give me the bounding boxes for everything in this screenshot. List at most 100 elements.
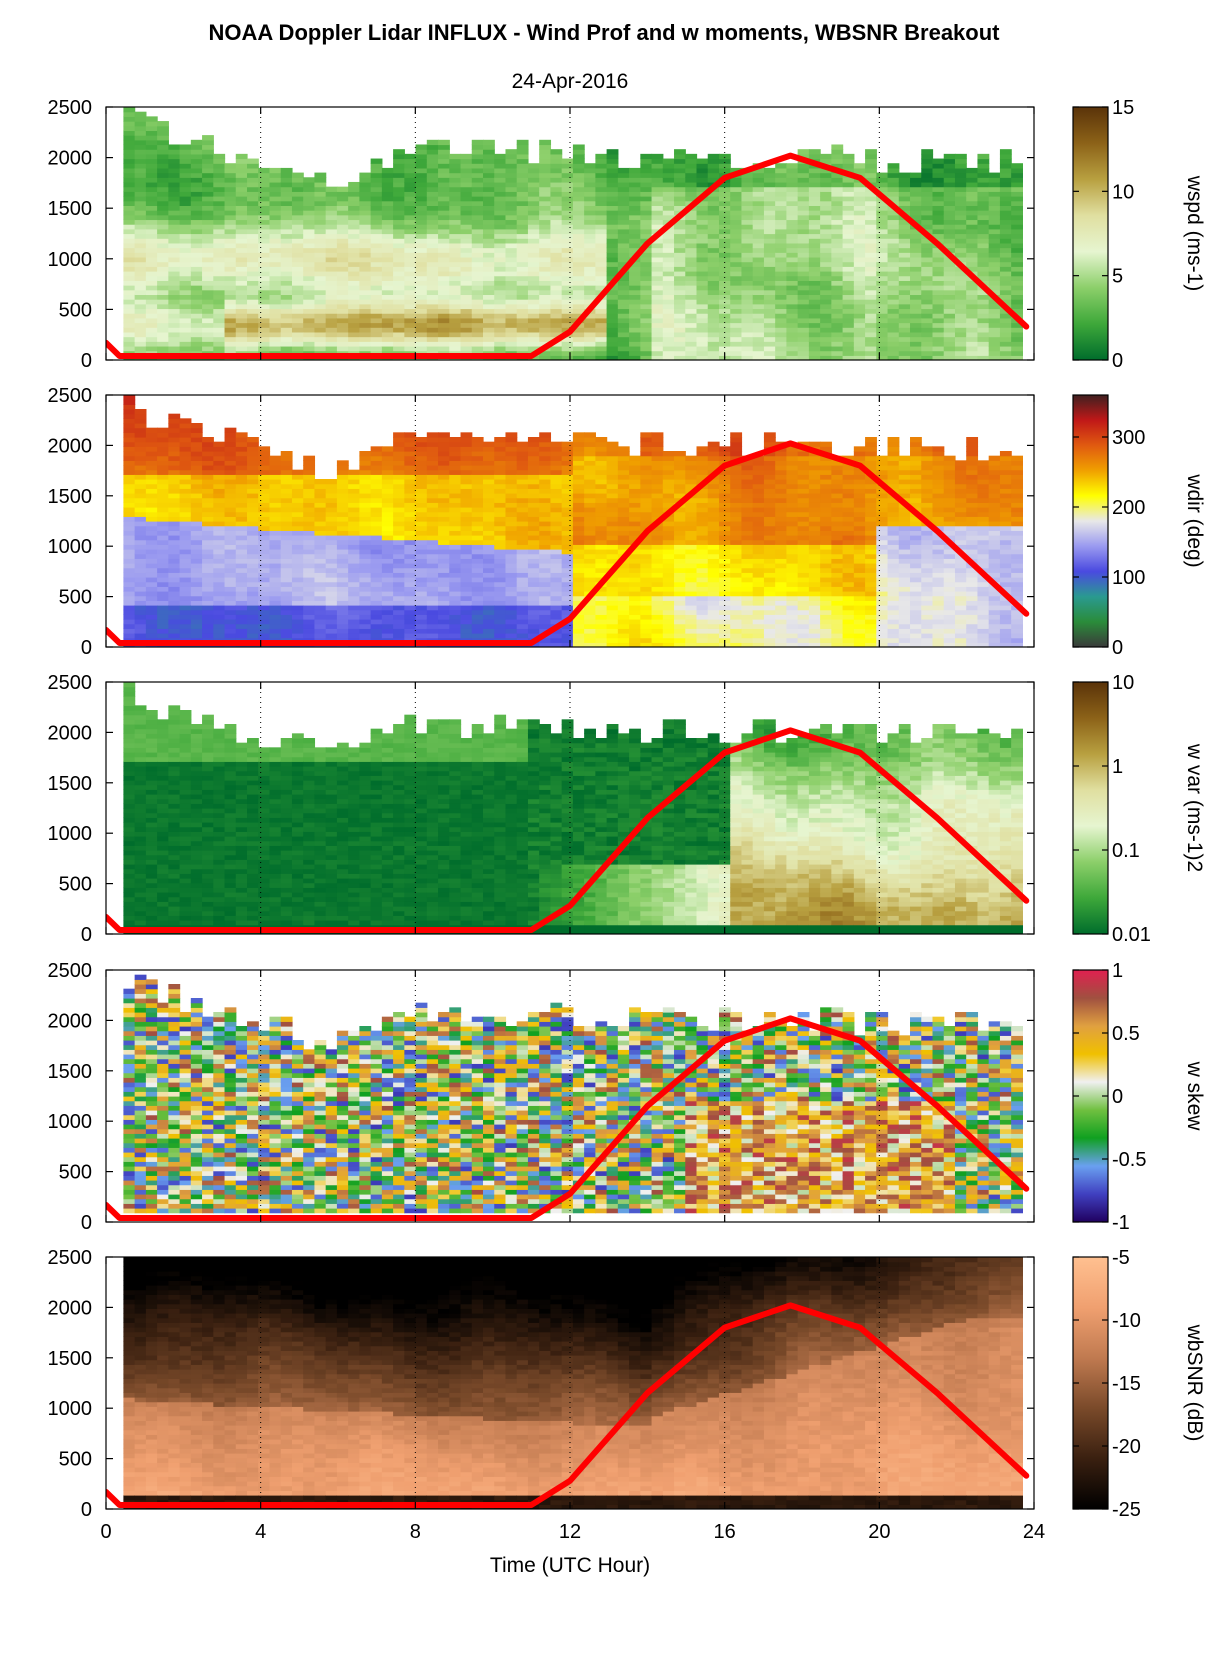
heatmap-cell	[426, 285, 439, 291]
heatmap-cell	[741, 233, 754, 239]
heatmap-cell	[370, 488, 383, 494]
heatmap-cell	[190, 163, 203, 169]
heatmap-cell	[685, 158, 698, 164]
heatmap-cell	[988, 313, 1001, 319]
heatmap-cell	[303, 609, 316, 615]
heatmap-cell	[988, 191, 1001, 197]
heatmap-cell	[865, 153, 877, 160]
heatmap-cell	[426, 451, 439, 457]
heatmap-cell	[842, 313, 855, 319]
heatmap-cell	[404, 479, 417, 485]
heatmap-cell	[157, 158, 169, 164]
heatmap-cell	[1011, 275, 1023, 281]
heatmap-cell	[258, 219, 271, 225]
heatmap-cell	[303, 266, 316, 272]
heatmap-cell	[404, 219, 417, 225]
heatmap-cell	[865, 224, 877, 230]
heatmap-cell	[921, 200, 934, 206]
heatmap-cell	[168, 511, 181, 517]
heatmap-cell	[763, 280, 776, 286]
heatmap-cell	[629, 205, 641, 211]
heatmap-cell	[651, 289, 664, 296]
heatmap-cell	[134, 275, 147, 281]
heatmap-cell	[550, 200, 563, 206]
heatmap-cell	[314, 572, 327, 578]
heatmap-cell	[123, 219, 136, 225]
heatmap-cell	[696, 163, 709, 169]
heatmap-cell	[471, 196, 484, 202]
heatmap-cell	[269, 285, 282, 291]
heatmap-cell	[179, 586, 192, 592]
heatmap-cell	[157, 280, 169, 286]
heatmap-cell	[685, 275, 698, 281]
heatmap-cell	[741, 322, 754, 328]
heatmap-cell	[303, 493, 316, 499]
heatmap-cell	[190, 186, 203, 192]
heatmap-cell	[303, 465, 316, 471]
heatmap-cell	[325, 502, 338, 508]
heatmap-cell	[247, 623, 259, 629]
heatmap-cell	[235, 619, 248, 625]
heatmap-cell	[123, 256, 136, 263]
heatmap-cell	[269, 252, 282, 258]
heatmap-cell	[269, 483, 282, 489]
heatmap-cell	[494, 196, 507, 202]
heatmap-cell	[336, 530, 349, 536]
heatmap-cell	[438, 210, 450, 216]
heatmap-cell	[325, 336, 338, 342]
heatmap-cell	[921, 275, 934, 281]
heatmap-cell	[584, 355, 596, 360]
heatmap-cell	[718, 242, 731, 249]
heatmap-cell	[404, 539, 417, 545]
heatmap-cell	[123, 107, 136, 113]
heatmap-cell	[550, 228, 563, 235]
heatmap-cell	[831, 186, 844, 192]
heatmap-cell	[280, 469, 293, 475]
heatmap-cell	[651, 299, 664, 305]
heatmap-cell	[595, 270, 608, 277]
heatmap-cell	[775, 233, 788, 239]
heatmap-cell	[595, 153, 608, 160]
heatmap-cell	[595, 252, 608, 258]
heatmap-cell	[808, 275, 821, 281]
heatmap-cell	[359, 228, 372, 235]
heatmap-cell	[359, 331, 372, 338]
heatmap-cell	[280, 591, 293, 597]
heatmap-cell	[426, 614, 439, 620]
heatmap-cell	[247, 210, 259, 216]
heatmap-cell	[775, 294, 788, 300]
heatmap-cell	[932, 317, 945, 324]
heatmap-cell	[235, 591, 248, 597]
heatmap-cell	[190, 479, 203, 485]
heatmap-cell	[145, 238, 158, 244]
heatmap-cell	[999, 261, 1012, 267]
heatmap-cell	[483, 633, 495, 639]
heatmap-cell	[280, 507, 293, 513]
heatmap-cell	[303, 581, 316, 587]
heatmap-cell	[606, 181, 619, 188]
heatmap-cell	[887, 294, 900, 300]
heatmap-cell	[359, 196, 372, 202]
heatmap-cell	[999, 350, 1012, 356]
heatmap-cell	[359, 600, 372, 606]
heatmap-cell	[887, 341, 900, 347]
heatmap-cell	[269, 563, 282, 569]
heatmap-cell	[741, 228, 754, 235]
heatmap-cell	[471, 549, 484, 555]
heatmap-cell	[763, 270, 776, 277]
heatmap-cell	[145, 247, 158, 253]
heatmap-cell	[145, 511, 158, 517]
heatmap-cell	[527, 163, 540, 169]
heatmap-cell	[381, 219, 394, 225]
heatmap-cell	[831, 308, 844, 314]
heatmap-cell	[393, 623, 405, 629]
heatmap-cell	[213, 633, 226, 639]
heatmap-cell	[483, 191, 495, 197]
heatmap-cell	[370, 558, 383, 564]
heatmap-cell	[483, 224, 495, 230]
heatmap-cell	[516, 191, 529, 197]
heatmap-cell	[786, 355, 799, 360]
heatmap-cell	[865, 163, 877, 169]
heatmap-cell	[730, 299, 743, 305]
heatmap-cell	[584, 172, 596, 178]
